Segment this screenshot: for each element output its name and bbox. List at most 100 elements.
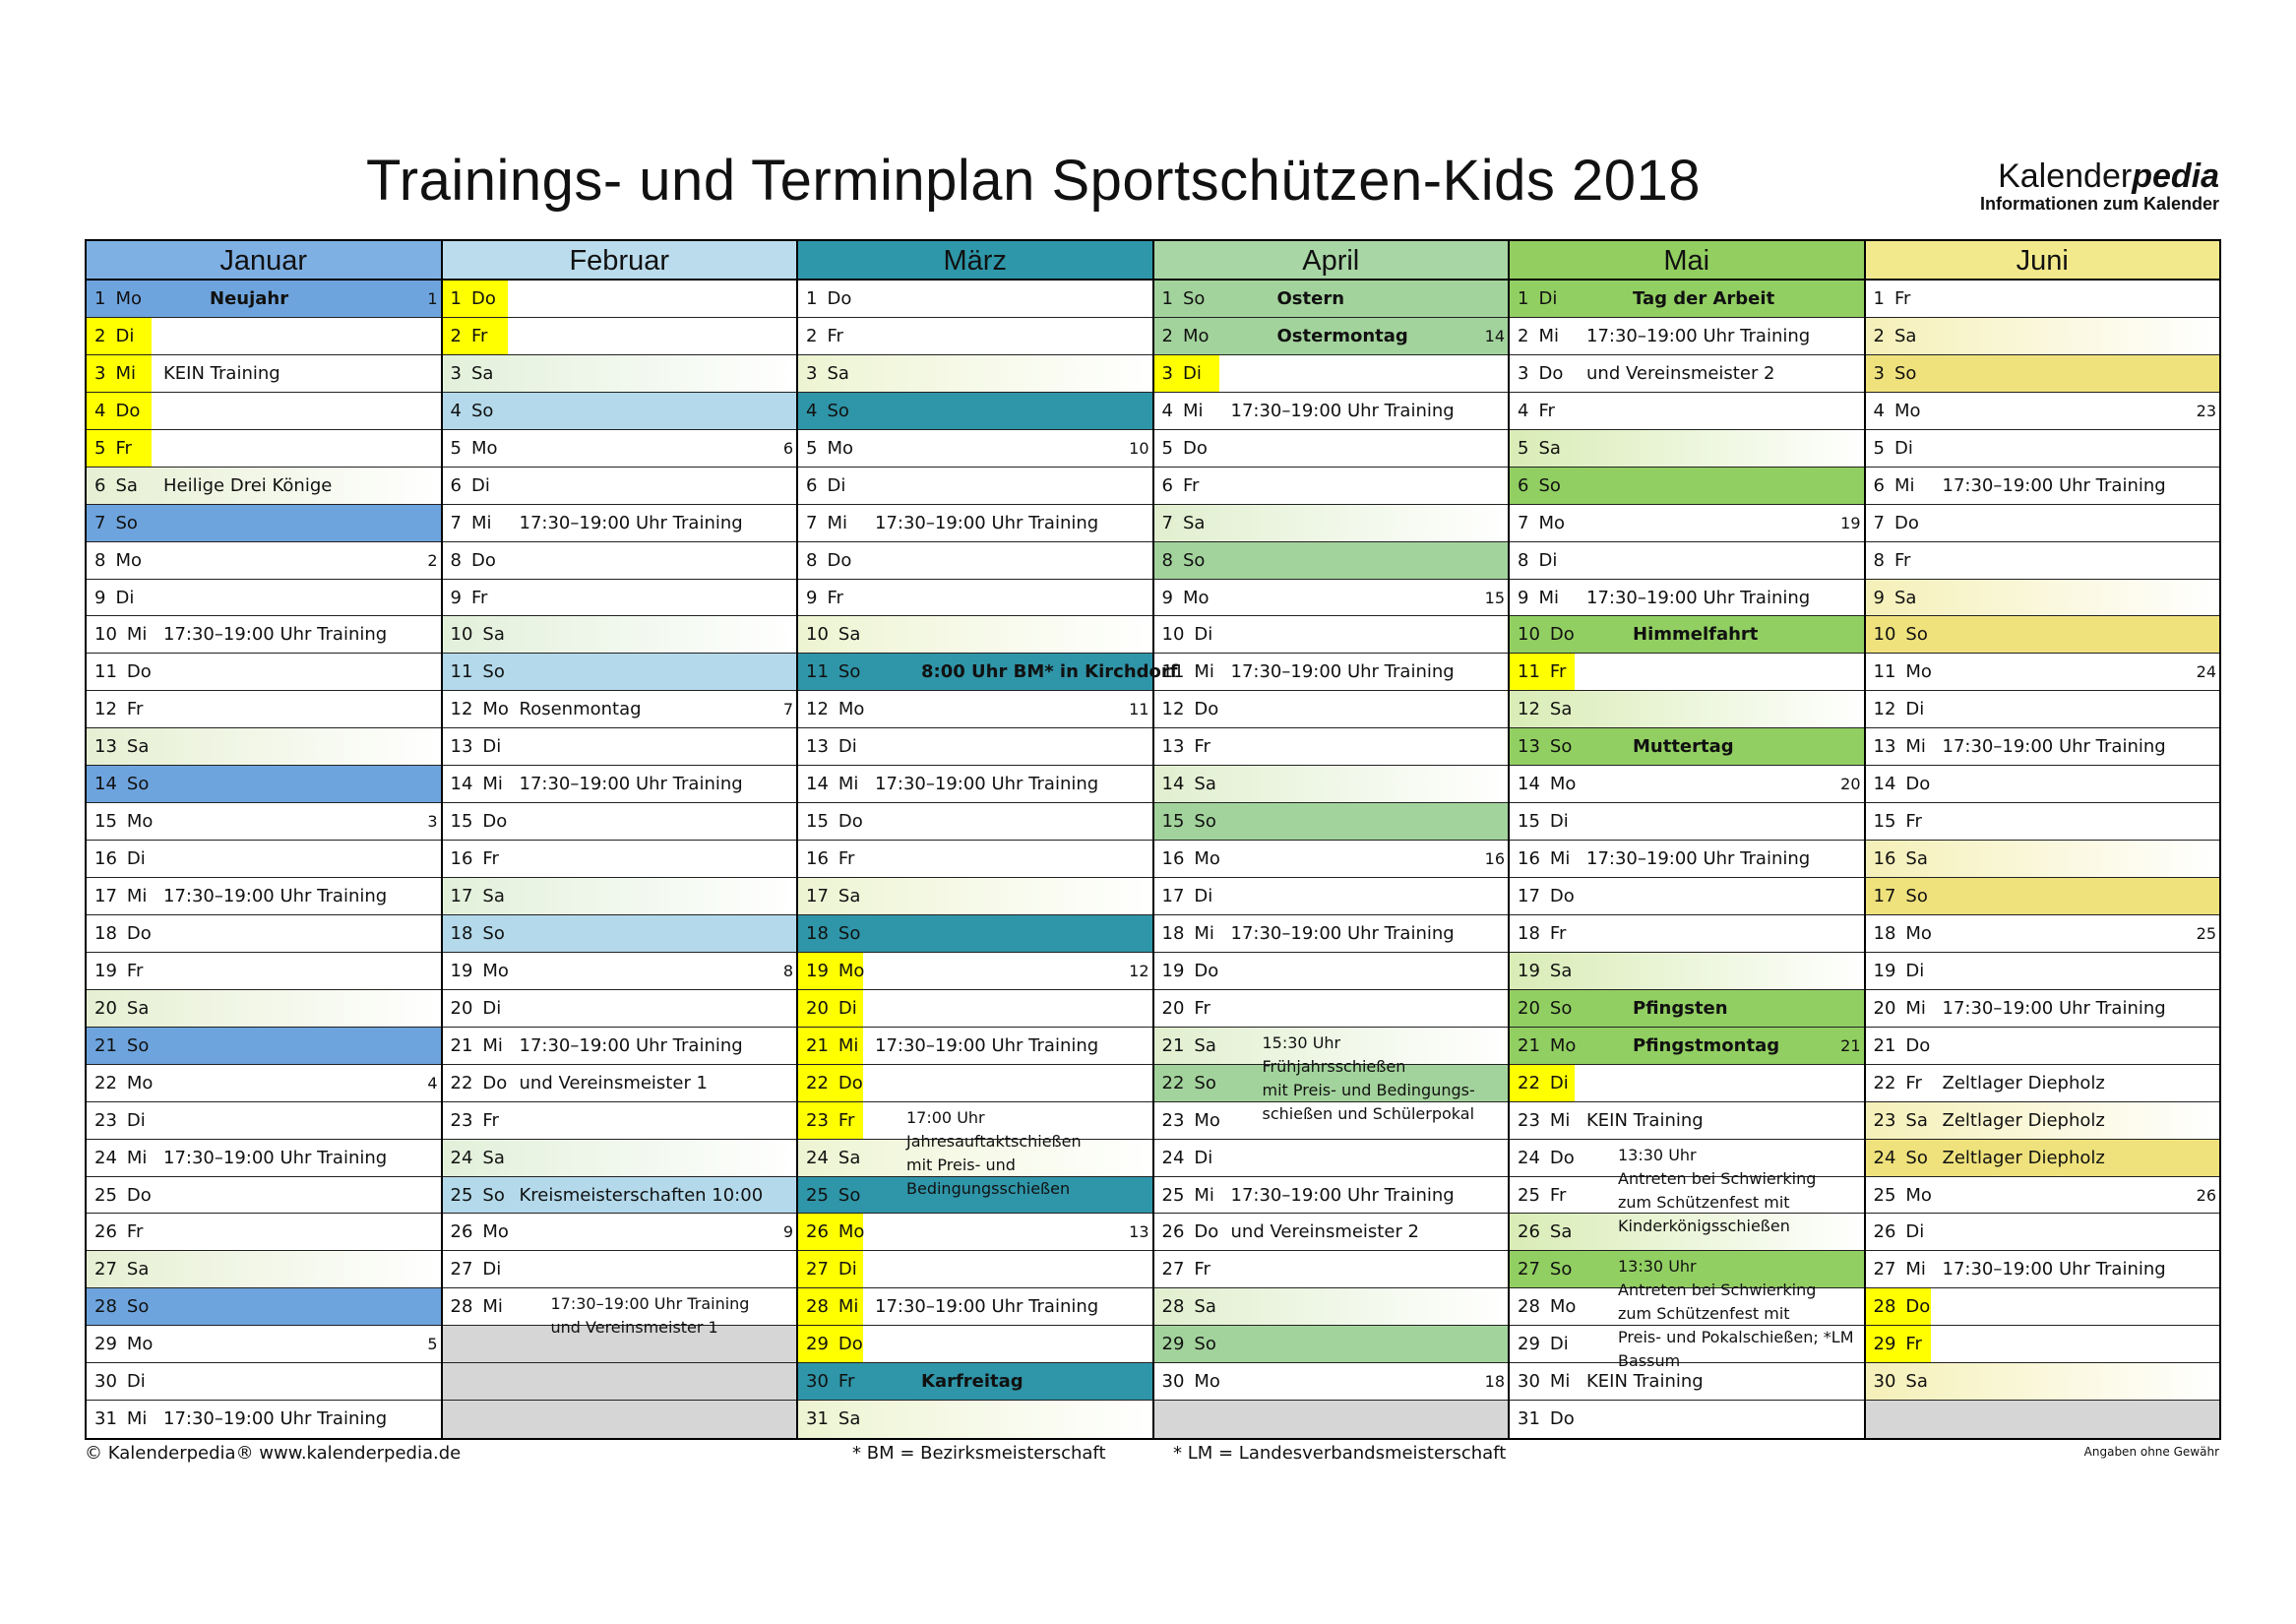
day-row: 5 Sa (1510, 429, 1864, 468)
day-number: 27 (1873, 1259, 1896, 1280)
weekday: So (482, 1184, 505, 1206)
day-cell: 3 Di (1153, 354, 1219, 392)
day-row: 10 Di (1153, 616, 1508, 655)
empty-row (442, 1326, 796, 1364)
day-number: 14 (1518, 774, 1540, 795)
day-row: 6 Sa Heilige Drei Könige (87, 467, 441, 505)
day-note: 17:30–19:00 Uhr Training (875, 774, 1099, 795)
day-cell: 17 Mi (87, 878, 152, 914)
weekday: So (482, 661, 505, 683)
day-row: 12 Di (1865, 691, 2219, 729)
day-row: 21 Mo Pfingstmontag 21 (1510, 1027, 1864, 1065)
day-row: 13 Di (442, 728, 796, 767)
weekday: Mo (482, 699, 509, 720)
day-row: 26 Fr (87, 1214, 441, 1252)
weekday: Fr (838, 1109, 855, 1131)
day-cell: 18 Mo (1866, 915, 1932, 952)
weekday: Di (1182, 362, 1202, 384)
day-row: 3 Do und Vereinsmeister 2 (1510, 355, 1864, 393)
day-number: 27 (450, 1259, 473, 1280)
weekday: Sa (1549, 1221, 1573, 1243)
day-cell: 23 Di (87, 1102, 152, 1139)
day-row: 6 Fr (1153, 468, 1508, 505)
day-number: 20 (1161, 997, 1185, 1019)
day-row: 29 Mo 5 (87, 1326, 441, 1364)
day-row: 11 Do (87, 654, 441, 692)
day-cell: 13 So (1510, 728, 1575, 765)
day-number: 5 (450, 437, 462, 459)
day-cell: 28 So (87, 1288, 152, 1325)
event-note-line: 13:30 Uhr (1618, 1145, 1697, 1164)
day-number: 9 (806, 587, 818, 608)
day-note: 17:30–19:00 Uhr Training (1230, 922, 1455, 944)
event-note: 17:00 Uhr Jahresauftaktschießen mit Preis-… (906, 1106, 1082, 1201)
day-number: 3 (1518, 362, 1529, 384)
weekday: Sa (115, 474, 138, 496)
weekday: Fr (838, 848, 855, 870)
day-number: 26 (1873, 1221, 1896, 1243)
day-row: 25 So (798, 1176, 1152, 1215)
day-cell: 2 Fr (798, 318, 863, 354)
day-note: 17:30–19:00 Uhr Training (519, 512, 743, 533)
day-number: 8 (450, 549, 462, 571)
day-row: 27 Di (442, 1251, 796, 1289)
day-number: 13 (1161, 736, 1185, 758)
day-row: 17 Do (1510, 878, 1864, 915)
day-number: 24 (450, 1147, 473, 1168)
day-cell: 5 Do (1154, 430, 1219, 467)
day-row: 8 Do (442, 542, 796, 580)
day-cell: 29 Do (798, 1326, 863, 1363)
day-row: 12 Fr (87, 691, 441, 729)
day-cell: 16 Sa (1866, 841, 1931, 877)
weekday: Sa (1905, 848, 1928, 870)
week-number: 11 (1129, 700, 1149, 719)
day-number: 8 (94, 549, 106, 571)
day-note: und Vereinsmeister 2 (1230, 1221, 1420, 1243)
day-number: 2 (94, 325, 106, 346)
weekday: Mi (838, 1296, 859, 1318)
day-row: 23 Fr (442, 1102, 796, 1140)
weekday: Di (838, 1259, 857, 1280)
day-cell: 1 Fr (1866, 281, 1931, 317)
day-note: Pfingstmontag (1633, 1034, 1780, 1056)
day-number: 29 (1161, 1334, 1185, 1355)
month-header: März (798, 241, 1152, 281)
day-note: Ostermontag (1276, 325, 1408, 346)
weekday: Mi (1893, 474, 1915, 496)
day-note: 17:30–19:00 Uhr Training (1586, 587, 1811, 608)
day-row: 10 Mi 17:30–19:00 Uhr Training (87, 616, 441, 655)
day-cell: 11 So (798, 654, 863, 690)
day-row: 27 So 13:30 Uhr Antreten bei Schwierking zum… (1510, 1251, 1864, 1370)
day-number: 28 (94, 1296, 117, 1318)
day-cell: 24 So (1866, 1140, 1931, 1176)
weekday: Do (126, 1184, 152, 1206)
day-cell: 22 Do (443, 1065, 508, 1101)
weekday: Fr (1182, 474, 1200, 496)
day-cell: 2 Mi (1510, 318, 1575, 354)
day-row: 26 Mo 13 (798, 1214, 1152, 1252)
weekday: Mo (838, 1221, 865, 1243)
day-cell: 24 Sa (443, 1140, 508, 1176)
day-cell: 27 So (1510, 1251, 1575, 1287)
day-cell: 31 Sa (798, 1401, 863, 1438)
day-cell: 23 Fr (443, 1102, 508, 1139)
day-number: 28 (1161, 1296, 1185, 1318)
day-cell: 19 Mo (443, 953, 509, 989)
day-cell: 7 Mi (798, 505, 863, 541)
day-row: 3 Sa (442, 354, 796, 393)
day-row: 10 So (1865, 616, 2219, 655)
day-cell: 16 Mo (1154, 841, 1220, 877)
day-row: 28 Do (1865, 1288, 2219, 1327)
day-note: Zeltlager Diepholz (1942, 1072, 2105, 1093)
weekday: Di (115, 587, 135, 608)
month-header: April (1153, 241, 1508, 281)
day-row: 16 Fr (798, 841, 1152, 878)
day-row: 25 Do (87, 1177, 441, 1215)
weekday: Do (470, 288, 496, 309)
day-cell: 20 Di (798, 989, 863, 1027)
day-cell: 17 Sa (798, 878, 863, 914)
day-row: 26 Do und Vereinsmeister 2 (1153, 1214, 1508, 1252)
day-number: 6 (94, 474, 106, 496)
day-cell: 4 So (443, 393, 508, 429)
weekday: Di (1893, 437, 1913, 459)
